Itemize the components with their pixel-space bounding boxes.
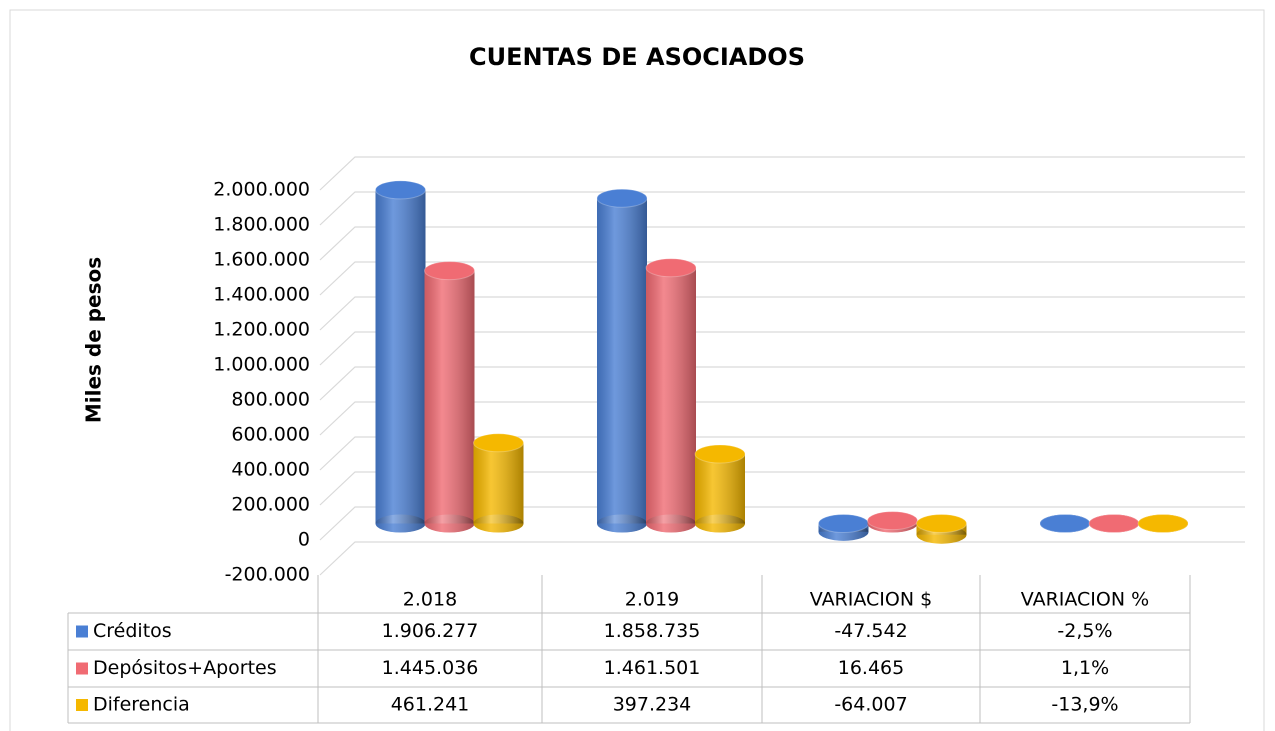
legend-swatch	[76, 662, 88, 675]
y-tick-label: 2.000.000	[213, 179, 310, 201]
grid-line	[319, 191, 1245, 226]
y-tick-label: 1.800.000	[213, 214, 310, 236]
bar-body-shade	[646, 267, 696, 524]
bar-top	[694, 444, 746, 464]
legend-label: Depósitos+Aportes	[93, 657, 277, 679]
bar	[867, 511, 918, 533]
y-tick-label: 800.000	[231, 389, 310, 411]
grid-line	[319, 436, 1245, 471]
y-tick-label: 600.000	[231, 424, 310, 446]
grid-line	[319, 226, 1245, 261]
y-tick-label: -200.000	[225, 564, 310, 586]
y-axis-title: Miles de pesos	[82, 257, 106, 423]
bar	[694, 444, 746, 533]
bar-body-shade	[375, 189, 426, 524]
grid-line	[319, 331, 1245, 366]
bar-top	[818, 514, 869, 533]
grid-line	[319, 506, 1245, 541]
bar-top	[1088, 513, 1140, 533]
bar-body-shade	[695, 453, 745, 524]
chart-frame	[9, 9, 1265, 731]
y-tick-label: 1.000.000	[213, 354, 310, 376]
table-value: 1.445.036	[382, 657, 479, 679]
table-value: 397.234	[613, 694, 692, 716]
table-value: -47.542	[834, 620, 907, 642]
bar	[473, 433, 524, 533]
bar-top	[1137, 514, 1189, 533]
grid-line	[319, 261, 1245, 296]
legend-swatch	[76, 699, 88, 711]
y-tick-label: 1.600.000	[213, 249, 310, 271]
grid-line	[319, 156, 1245, 191]
bar-body-shade	[424, 270, 475, 524]
table-value: 16.465	[838, 657, 904, 679]
grid-line	[319, 541, 1245, 576]
x-tick-label: 2.019	[625, 589, 679, 611]
bar	[1088, 513, 1140, 533]
grid-line	[319, 471, 1245, 506]
y-tick-label: 200.000	[231, 494, 310, 516]
bar	[916, 514, 967, 544]
y-tick-label: 1.200.000	[213, 319, 310, 341]
bar	[645, 258, 697, 533]
bar	[375, 180, 426, 533]
bar	[596, 188, 648, 533]
bar-top	[867, 511, 918, 531]
bar-top	[916, 514, 967, 533]
chart-title: CUENTAS DE ASOCIADOS	[469, 43, 805, 71]
bar	[1039, 514, 1091, 533]
table-value: 1.858.735	[604, 620, 701, 642]
table-value: 461.241	[391, 694, 470, 716]
bar-top	[1039, 514, 1091, 533]
y-tick-label: 400.000	[231, 459, 310, 481]
legend-label: Créditos	[93, 620, 172, 642]
bar	[818, 514, 869, 541]
grid-line	[319, 401, 1245, 436]
x-tick-label: VARIACION $	[810, 589, 932, 611]
bar-top	[473, 433, 524, 453]
grid-line	[319, 296, 1245, 331]
table-value: -13,9%	[1051, 694, 1118, 716]
table-value: 1.906.277	[382, 620, 479, 642]
bar-body-shade	[597, 198, 647, 524]
bar-top	[645, 258, 697, 278]
table-value: -2,5%	[1057, 620, 1112, 642]
bar	[1137, 514, 1189, 533]
bar	[424, 261, 475, 533]
table-value: 1,1%	[1061, 657, 1109, 679]
x-tick-label: VARIACION %	[1021, 589, 1149, 611]
bar-top	[375, 180, 426, 200]
table-value: -64.007	[834, 694, 907, 716]
bar-body-shade	[473, 442, 524, 524]
legend-swatch	[76, 625, 88, 638]
y-tick-label: 1.400.000	[213, 284, 310, 306]
table-value: 1.461.501	[604, 657, 701, 679]
bar-top	[424, 261, 475, 281]
legend-label: Diferencia	[93, 694, 190, 716]
bar-top	[596, 188, 648, 208]
x-tick-label: 2.018	[403, 589, 457, 611]
y-tick-label: 0	[298, 529, 310, 551]
grid-line	[319, 366, 1245, 401]
